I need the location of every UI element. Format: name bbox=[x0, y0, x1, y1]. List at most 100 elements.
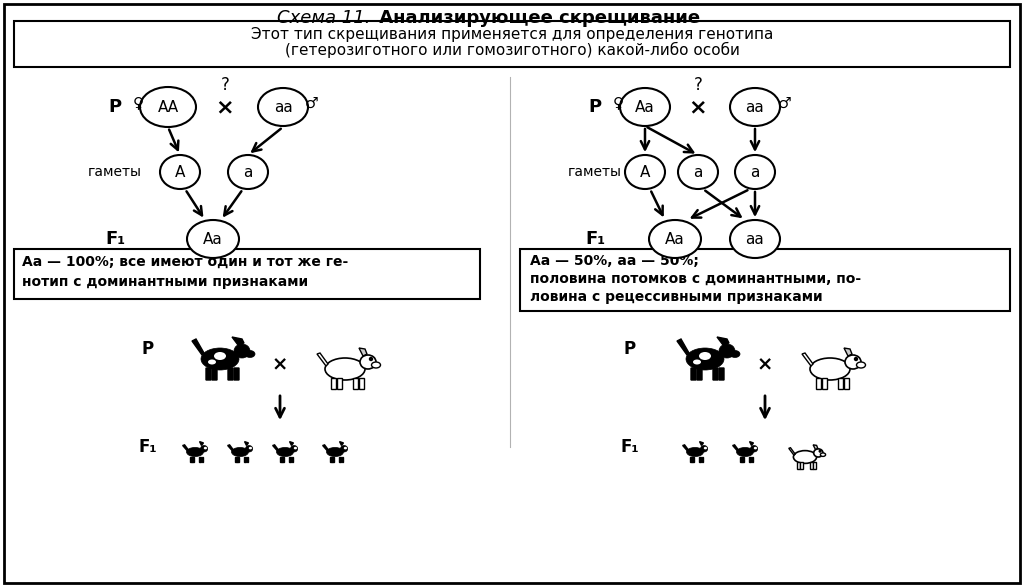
Text: aa: aa bbox=[745, 231, 764, 247]
Text: Анализирующее скрещивание: Анализирующее скрещивание bbox=[373, 9, 700, 27]
Bar bbox=[283, 457, 285, 462]
Text: ♀: ♀ bbox=[132, 96, 143, 110]
Ellipse shape bbox=[245, 350, 255, 357]
Bar bbox=[752, 457, 754, 462]
Bar bbox=[692, 457, 694, 462]
Ellipse shape bbox=[360, 355, 376, 369]
Text: ловина с рецессивными признаками: ловина с рецессивными признаками bbox=[530, 290, 822, 304]
Ellipse shape bbox=[719, 344, 735, 358]
Ellipse shape bbox=[735, 155, 775, 189]
Ellipse shape bbox=[730, 88, 780, 126]
Bar bbox=[339, 457, 341, 462]
Polygon shape bbox=[227, 445, 233, 451]
Ellipse shape bbox=[699, 352, 711, 360]
Ellipse shape bbox=[703, 447, 707, 450]
Text: a: a bbox=[244, 164, 253, 180]
Text: Схема 11.: Схема 11. bbox=[276, 9, 370, 27]
Bar bbox=[739, 457, 741, 462]
Ellipse shape bbox=[294, 447, 297, 450]
Bar bbox=[331, 378, 336, 389]
Bar bbox=[359, 378, 364, 389]
Text: ×: × bbox=[757, 356, 773, 375]
Text: нотип с доминантными признаками: нотип с доминантными признаками bbox=[22, 275, 308, 289]
Polygon shape bbox=[359, 348, 367, 356]
Bar bbox=[247, 457, 249, 462]
Text: ♂: ♂ bbox=[305, 96, 318, 110]
Text: aa: aa bbox=[745, 100, 764, 114]
Ellipse shape bbox=[186, 447, 204, 457]
Bar bbox=[801, 462, 803, 468]
FancyBboxPatch shape bbox=[14, 249, 480, 299]
Text: ×: × bbox=[271, 356, 288, 375]
Bar bbox=[742, 457, 744, 462]
Ellipse shape bbox=[370, 357, 373, 360]
Bar bbox=[816, 378, 821, 389]
FancyBboxPatch shape bbox=[14, 21, 1010, 67]
Polygon shape bbox=[699, 441, 703, 446]
Polygon shape bbox=[750, 441, 754, 446]
Text: F₁: F₁ bbox=[104, 230, 125, 248]
Text: A: A bbox=[175, 164, 185, 180]
Bar bbox=[699, 457, 700, 462]
Bar bbox=[234, 457, 237, 462]
Ellipse shape bbox=[140, 87, 196, 127]
Polygon shape bbox=[683, 445, 688, 451]
Ellipse shape bbox=[856, 362, 865, 368]
Text: ♀: ♀ bbox=[612, 96, 624, 110]
Bar bbox=[822, 378, 827, 389]
Ellipse shape bbox=[187, 220, 239, 258]
Bar bbox=[238, 457, 240, 462]
Polygon shape bbox=[193, 339, 204, 355]
Polygon shape bbox=[813, 445, 818, 450]
Text: гаметы: гаметы bbox=[568, 165, 622, 179]
Text: ?: ? bbox=[693, 76, 702, 94]
Ellipse shape bbox=[204, 447, 207, 450]
Text: половина потомков с доминантными, по-: половина потомков с доминантными, по- bbox=[530, 272, 861, 286]
Ellipse shape bbox=[249, 447, 252, 450]
Ellipse shape bbox=[246, 446, 253, 452]
Text: Аа — 100%; все имеют один и тот же ге-: Аа — 100%; все имеют один и тот же ге- bbox=[22, 255, 348, 269]
Text: Aa: Aa bbox=[203, 231, 223, 247]
Ellipse shape bbox=[291, 446, 298, 452]
Ellipse shape bbox=[214, 352, 226, 360]
Text: AA: AA bbox=[158, 100, 178, 114]
FancyBboxPatch shape bbox=[206, 368, 211, 380]
Text: a: a bbox=[693, 164, 702, 180]
Ellipse shape bbox=[814, 449, 823, 457]
FancyBboxPatch shape bbox=[234, 368, 239, 380]
FancyBboxPatch shape bbox=[697, 368, 702, 380]
Bar bbox=[189, 457, 191, 462]
Bar bbox=[813, 462, 816, 468]
Polygon shape bbox=[245, 441, 249, 446]
FancyBboxPatch shape bbox=[228, 368, 233, 380]
Ellipse shape bbox=[620, 88, 670, 126]
Ellipse shape bbox=[730, 350, 740, 357]
Polygon shape bbox=[272, 445, 279, 451]
Text: (гетерозиготного или гомозиготного) какой-либо особи: (гетерозиготного или гомозиготного) како… bbox=[285, 42, 739, 58]
Bar bbox=[810, 462, 812, 468]
Text: F₁: F₁ bbox=[621, 438, 639, 456]
Ellipse shape bbox=[751, 446, 758, 452]
Ellipse shape bbox=[730, 220, 780, 258]
FancyBboxPatch shape bbox=[713, 368, 718, 380]
Polygon shape bbox=[717, 337, 729, 345]
Polygon shape bbox=[317, 353, 328, 366]
Ellipse shape bbox=[231, 447, 249, 457]
Ellipse shape bbox=[208, 359, 216, 365]
Ellipse shape bbox=[794, 451, 816, 463]
Bar bbox=[330, 457, 332, 462]
Bar bbox=[353, 378, 358, 389]
Text: P: P bbox=[142, 340, 154, 358]
Polygon shape bbox=[182, 445, 188, 451]
FancyBboxPatch shape bbox=[4, 4, 1020, 583]
Polygon shape bbox=[732, 445, 738, 451]
Bar bbox=[838, 378, 843, 389]
Text: Aa: Aa bbox=[635, 100, 655, 114]
Ellipse shape bbox=[160, 155, 200, 189]
Ellipse shape bbox=[258, 88, 308, 126]
Bar bbox=[244, 457, 246, 462]
Text: ♂: ♂ bbox=[778, 96, 792, 110]
Ellipse shape bbox=[228, 155, 268, 189]
Polygon shape bbox=[290, 441, 294, 446]
Ellipse shape bbox=[810, 358, 850, 380]
